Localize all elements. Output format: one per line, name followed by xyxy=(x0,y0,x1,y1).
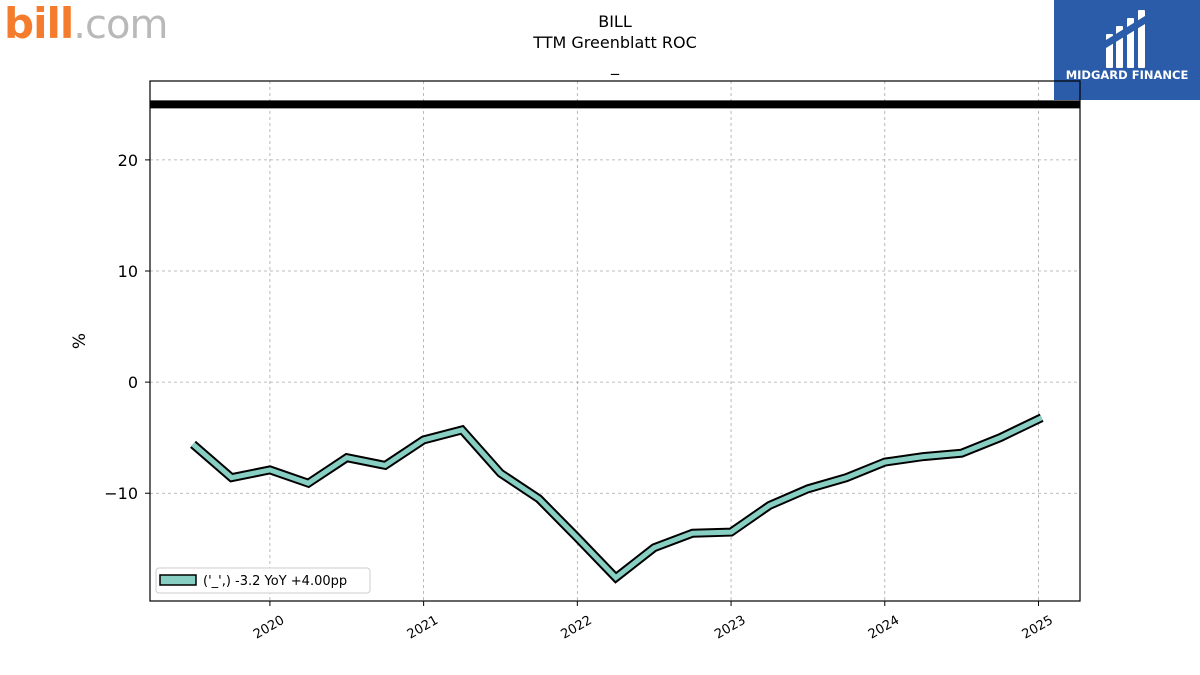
series-layer xyxy=(190,413,1044,584)
series-line-outline xyxy=(190,413,1044,584)
y-tick-label: 10 xyxy=(118,262,138,281)
y-tick-label: 0 xyxy=(128,373,138,392)
chart-title: TTM Greenblatt ROC xyxy=(533,33,697,52)
bill-logo: bill.com xyxy=(4,0,168,48)
legend-box xyxy=(155,567,371,594)
x-tick-label: 2023 xyxy=(712,613,748,643)
midgard-finance-logo: MIDGARD FINANCE xyxy=(1054,0,1200,100)
bill-logo-main: bill xyxy=(4,0,74,48)
x-tick-label: 2024 xyxy=(866,613,902,643)
chart-subtitle: _ xyxy=(611,56,619,75)
y-tick-label: −10 xyxy=(104,484,138,503)
chart-ticker: BILL xyxy=(598,12,632,31)
x-tick-label: 2020 xyxy=(251,613,287,643)
plot-frame xyxy=(149,80,1081,602)
series-line xyxy=(191,415,1043,582)
x-tick-label: 2021 xyxy=(405,613,441,643)
midgard-emblem-icon xyxy=(1106,10,1145,68)
legend-swatch xyxy=(159,574,197,586)
x-tick-label: 2025 xyxy=(1020,613,1056,643)
x-tick-label: 2022 xyxy=(559,613,595,643)
bill-logo-suffix: .com xyxy=(73,2,168,48)
grid-lines xyxy=(150,81,1080,601)
midgard-finance-logo-text: MIDGARD FINANCE xyxy=(1065,68,1189,82)
y-axis-label: % xyxy=(70,333,90,349)
legend-label: ('_',) -3.2 YoY +4.00pp xyxy=(203,574,347,589)
legend: ('_',) -3.2 YoY +4.00pp xyxy=(155,567,371,594)
y-tick-label: 20 xyxy=(118,151,138,170)
